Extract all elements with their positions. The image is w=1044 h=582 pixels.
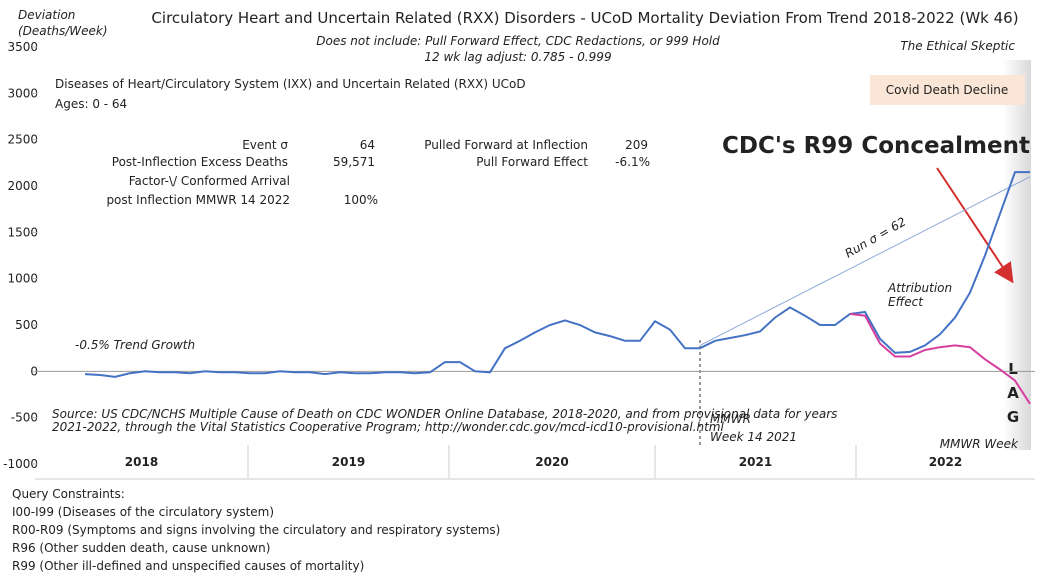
y-tick-label: 1500 [7, 225, 38, 239]
stat-value: 64 [360, 138, 375, 152]
source: Source: US CDC/NCHS Multiple Cause of De… [52, 407, 837, 421]
subtitle: 12 wk lag adjust: 0.785 - 0.999 [424, 50, 611, 64]
y-tick-label: 1000 [7, 272, 38, 286]
attribution-label: Effect [888, 295, 924, 309]
y-tick-label: 2000 [7, 179, 38, 193]
arrow [936, 167, 1014, 284]
brand: The Ethical Skeptic [900, 39, 1015, 53]
y-tick-label: -1000 [3, 457, 38, 471]
y-label: (Deaths/Week) [18, 24, 108, 38]
stat-label: Post-Inflection Excess Deaths [112, 155, 288, 169]
footer-line: I00-I99 (Diseases of the circulatory sys… [12, 505, 274, 519]
period-label: 2022 [929, 455, 962, 469]
y-tick-label: -500 [11, 411, 38, 425]
chart-title: Circulatory Heart and Uncertain Related … [151, 9, 1018, 27]
source: 2021-2022, through the Vital Statistics … [52, 420, 724, 434]
y-tick-label: 3500 [7, 40, 38, 54]
inflection-label: MMWR [710, 412, 751, 426]
x-label: MMWR Week [940, 437, 1019, 451]
y-tick-label: 2500 [7, 133, 38, 147]
footer-title: Query Constraints: [12, 487, 125, 501]
covid-box [870, 75, 1025, 105]
run-label: Run σ = 62 [843, 215, 909, 261]
stat-label: Pull Forward Effect [476, 155, 588, 169]
trend-label: -0.5% Trend Growth [75, 338, 195, 352]
footer-line: R99 (Other ill-defined and unspecified c… [12, 559, 364, 573]
covid-label: Covid Death Decline [886, 83, 1009, 97]
attribution-label: Attribution [887, 281, 952, 295]
y-tick-label: 500 [15, 318, 38, 332]
lag-label: A [1007, 384, 1019, 402]
series-line [699, 176, 1031, 346]
stat-label: Factor-\/ Conformed Arrival [129, 174, 290, 188]
y-label: Deviation [18, 8, 75, 22]
ages: Ages: 0 - 64 [55, 97, 127, 111]
period-label: 2019 [332, 455, 365, 469]
stat-label: post Inflection MMWR 14 2022 [106, 193, 290, 207]
series-line [84, 171, 1030, 378]
y-tick-label: 3000 [7, 86, 38, 100]
period-label: 2021 [739, 455, 772, 469]
period-label: 2018 [125, 455, 158, 469]
subtitle: Does not include: Pull Forward Effect, C… [316, 34, 720, 48]
stat-value: 59,571 [333, 155, 375, 169]
footer-line: R96 (Other sudden death, cause unknown) [12, 541, 270, 555]
stat-label: Pulled Forward at Inflection [424, 138, 588, 152]
series-line [849, 312, 1031, 405]
stat-value: 209 [625, 138, 648, 152]
series-title: Diseases of Heart/Circulatory System (IX… [55, 77, 526, 91]
concealment-label: CDC's R99 Concealment [722, 133, 1030, 159]
stat-value: -6.1% [615, 155, 650, 169]
footer-line: R00-R09 (Symptoms and signs involving th… [12, 523, 500, 537]
period-label: 2020 [535, 455, 568, 469]
lag-label: G [1007, 408, 1019, 426]
lag-label: L [1008, 360, 1018, 378]
inflection-label: Week 14 2021 [710, 430, 797, 444]
stat-label: Event σ [242, 138, 288, 152]
stat-value: 100% [344, 193, 378, 207]
